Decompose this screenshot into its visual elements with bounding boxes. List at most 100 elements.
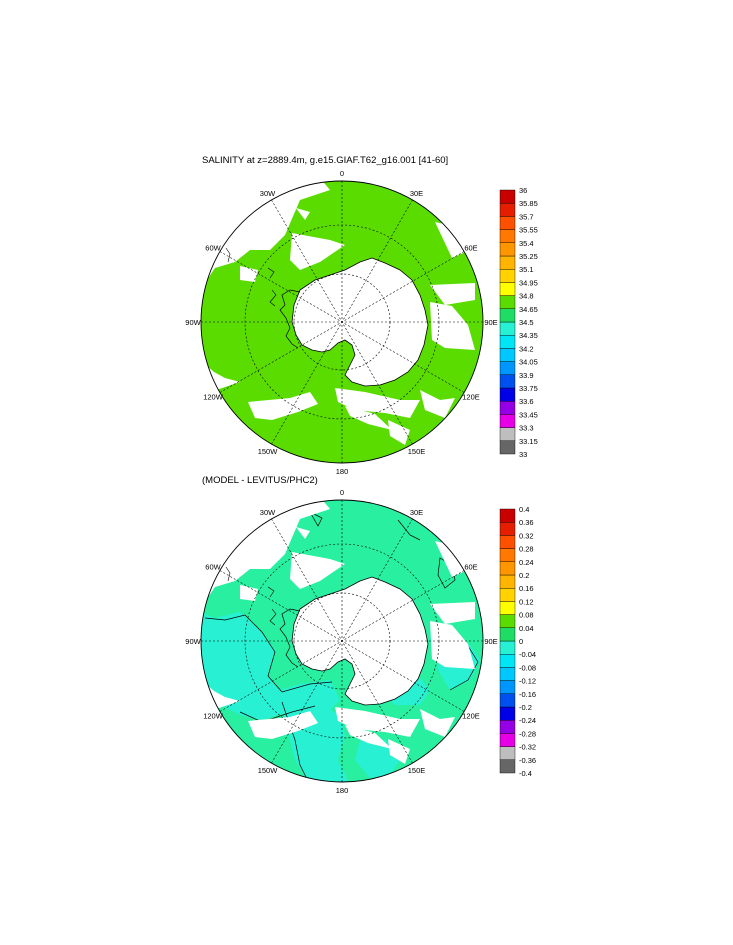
colorbar-label: 35.1 [519,265,534,274]
map1-antarctica [291,257,429,387]
colorbar-label: 0.04 [519,624,534,633]
map2-boundary [200,499,484,783]
longitude-label: 90W [185,318,201,327]
colorbar-swatch [499,574,516,589]
longitude-label: 0 [340,169,344,178]
map1-boundary [200,180,484,464]
longitude-label: 120W [203,393,224,402]
colorbar-label: -0.08 [519,663,536,672]
colorbar-label: 0.16 [519,584,534,593]
colorbar-label: 33.45 [519,410,538,419]
map2-antarctica [291,576,429,706]
longitude-label: 30E [410,189,423,198]
colorbar-swatch [499,720,516,734]
colorbar-swatch [499,414,516,428]
map2-title: (MODEL - LEVITUS/PHC2) [202,475,318,486]
longitude-label: 30W [260,189,276,198]
longitude-label: 150E [408,447,426,456]
longitude-label: 120E [462,712,480,721]
colorbar-label: 0.08 [519,611,534,620]
longitude-label: 60E [464,563,477,572]
colorbar-swatch [499,269,516,283]
longitude-label: 60W [205,563,221,572]
colorbar-swatch [499,189,516,204]
colorbar-swatch [499,746,516,760]
colorbar-label: 0.12 [519,597,534,606]
map2-longitude-labels: 0 30E 60E 90E 120E 150E 180 150W 120W 90W 60W 30W [185,488,497,795]
colorbar-label: 35.55 [519,226,538,235]
colorbar-swatch [499,535,516,549]
colorbar-label: 36 [519,186,527,195]
longitude-label: 60E [464,244,477,253]
map2-colorbar: -0.36 -0.32 -0.28 -0.24 -0.2 -0.16 -0.12 -0.08 -… [499,505,536,778]
colorbar-label: 35.7 [519,212,534,221]
colorbar-swatch [499,508,516,523]
colorbar-swatch [499,522,516,536]
longitude-label: 60W [205,244,221,253]
colorbar-label: 34.35 [519,331,538,340]
colorbar-label: 34.2 [519,344,534,353]
colorbar-swatch [499,680,516,694]
longitude-label: 150W [258,447,279,456]
colorbar-swatch [499,401,516,415]
colorbar-label: 33.75 [519,384,538,393]
colorbar-swatch [499,202,516,217]
longitude-label: 90W [185,637,201,646]
colorbar-swatch [499,667,516,681]
colorbar-label: -0.24 [519,716,536,725]
colorbar-label: 33.9 [519,371,534,380]
map1-peninsula [279,289,301,349]
colorbar-label: -0.04 [519,650,536,659]
map1-colorbar: 33.15 33.3 33.45 33.6 33.75 33.9 34.05 34.2 34.3… [499,186,538,459]
colorbar-swatch [499,693,516,708]
colorbar-label: 0.36 [519,518,534,527]
colorbar-swatch [499,627,516,642]
colorbar-label: -0.16 [519,690,536,699]
longitude-label: 150W [258,766,279,775]
colorbar-swatch [499,640,516,655]
longitude-label: 180 [336,786,349,795]
colorbar-label: -0.32 [519,743,536,752]
longitude-label: 120E [462,393,480,402]
longitude-label: 90E [484,318,497,327]
colorbar-label: 0 [519,637,523,646]
colorbar-swatch [499,706,516,721]
colorbar-swatch [499,733,516,747]
colorbar-swatch [499,561,516,576]
longitude-label: 150E [408,766,426,775]
colorbar-end-label: -0.4 [519,769,532,778]
colorbar-label: 0.32 [519,531,534,540]
colorbar-label: 33.3 [519,424,534,433]
colorbar-swatch [499,427,516,442]
colorbar-swatch [499,548,516,562]
colorbar-swatch [499,321,516,336]
colorbar-swatch [499,361,516,376]
colorbar-label: -0.28 [519,729,536,738]
colorbar-label: 34.5 [519,318,534,327]
colorbar-swatch [499,216,516,230]
colorbar-swatch [499,335,516,349]
colorbar-swatch [499,242,516,257]
map2-graticule [201,500,483,782]
colorbar-swatch [499,387,516,402]
map1-graticule [201,181,483,463]
colorbar-swatch [499,308,516,323]
colorbar-swatch [499,295,516,310]
map2-polar-map: 0 30E 60E 90E 120E 150E 180 150W 120W 90W 60W 30W [185,488,497,795]
colorbar-swatch [499,282,516,296]
colorbar-swatch [499,229,516,244]
colorbar-end-label: 33 [519,450,527,459]
longitude-label: 30W [260,508,276,517]
colorbar-label: 0.2 [519,571,529,580]
colorbar-swatch [499,348,516,362]
colorbar-label: 34.05 [519,358,538,367]
colorbar-label: 34.65 [519,305,538,314]
colorbar-swatch [499,759,516,774]
colorbar-swatch [499,255,516,270]
colorbar-label: 33.15 [519,437,538,446]
longitude-label: 30E [410,508,423,517]
colorbar-label: 35.4 [519,239,534,248]
map1-polar-map: 0 30E 60E 90E 120E 150E 180 150W 120W 90W 60W 30W [185,169,497,476]
colorbar-swatch [499,440,516,455]
